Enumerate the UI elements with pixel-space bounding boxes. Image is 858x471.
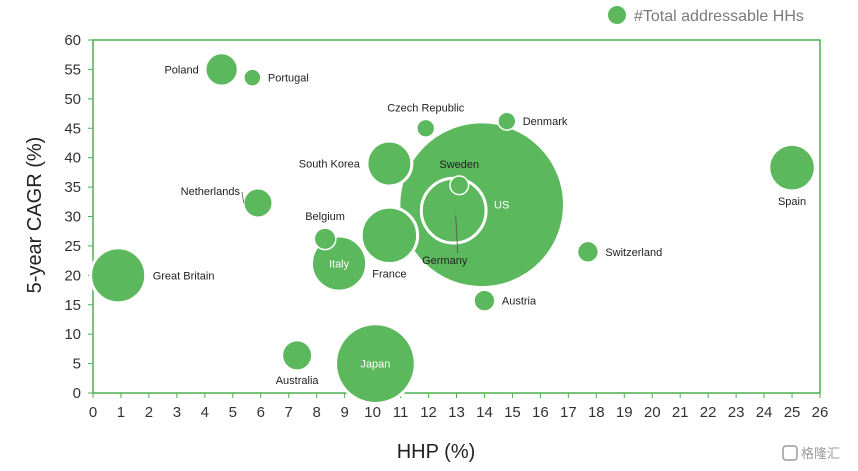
- x-tick-label: 23: [728, 404, 745, 421]
- y-tick-label: 55: [64, 61, 81, 78]
- y-tick-label: 5: [73, 356, 81, 373]
- x-tick-label: 7: [285, 404, 293, 421]
- point-label-switzerland: Switzerland: [605, 247, 662, 259]
- x-tick-label: 0: [89, 404, 97, 421]
- x-tick-label: 24: [756, 404, 773, 421]
- leader-line: [455, 215, 459, 254]
- bubble-spain: [767, 142, 817, 193]
- bubbles: [89, 52, 817, 405]
- y-axis-title: 5-year CAGR (%): [24, 137, 46, 294]
- bubble-belgium: [313, 227, 337, 251]
- x-tick-label: 16: [532, 404, 549, 421]
- point-label-austria: Austria: [502, 296, 537, 308]
- point-labels: Poland Portugal Czech Republic Denmark South…: [153, 64, 806, 387]
- bubble-australia: [281, 339, 313, 371]
- point-label-czech-republic: Czech Republic: [387, 102, 465, 114]
- y-tick-label: 60: [64, 32, 81, 49]
- y-tick-label: 35: [64, 179, 81, 196]
- axes: 0 1 2 3 4 5 6 7 8 9 10 11 12 13 14 15 16 17 18 19 20 21 22 23 24…: [64, 32, 828, 421]
- watermark-text: 格隆汇: [801, 446, 840, 461]
- x-tick-label: 1: [117, 404, 125, 421]
- point-label-spain: Spain: [778, 196, 806, 208]
- x-tick-label: 12: [420, 404, 437, 421]
- y-tick-label: 50: [64, 91, 81, 108]
- bubble-great-britain: [89, 246, 148, 305]
- bubble-denmark: [497, 111, 517, 131]
- x-tick-label: 2: [145, 404, 153, 421]
- x-tick-label: 22: [700, 404, 717, 421]
- watermark: 格隆汇: [782, 445, 840, 461]
- point-label-portugal: Portugal: [268, 73, 309, 85]
- x-tick-label: 5: [229, 404, 237, 421]
- y-tick-label: 25: [64, 238, 81, 255]
- bubble-portugal: [243, 68, 262, 87]
- bubble-japan: [334, 322, 417, 405]
- y-tick-label: 40: [64, 150, 81, 167]
- leader-line: [241, 191, 245, 204]
- x-tick-label: 17: [560, 404, 577, 421]
- y-tick-label: 30: [64, 209, 81, 226]
- x-tick-label: 8: [313, 404, 321, 421]
- bubble-netherlands: [242, 187, 273, 218]
- bubble-france: [359, 205, 420, 266]
- y-tick-label: 0: [73, 385, 81, 402]
- x-axis-title: HHP (%): [397, 441, 476, 463]
- point-label-italy: Italy: [329, 259, 350, 271]
- watermark-logo-icon: [782, 445, 798, 461]
- x-tick-label: 21: [672, 404, 689, 421]
- x-tick-label: 15: [504, 404, 521, 421]
- bubble-sweden: [449, 175, 470, 196]
- y-tick-label: 45: [64, 120, 81, 137]
- point-label-germany: Germany: [422, 255, 468, 267]
- bubble-switzerland: [576, 240, 600, 263]
- x-tick-label: 6: [257, 404, 265, 421]
- point-label-australia: Australia: [276, 375, 320, 387]
- x-tick-label: 11: [393, 404, 409, 421]
- point-label-us: US: [494, 200, 509, 212]
- x-tick-label: 18: [588, 404, 605, 421]
- x-tick-label: 19: [616, 404, 633, 421]
- point-label-poland: Poland: [164, 64, 198, 76]
- point-label-netherlands: Netherlands: [181, 186, 241, 198]
- y-tick-label: 15: [64, 297, 81, 314]
- legend-label: #Total addressable HHs: [634, 8, 804, 25]
- x-tick-label: 4: [201, 404, 209, 421]
- x-tick-label: 20: [644, 404, 661, 421]
- point-label-great-britain: Great Britain: [153, 270, 215, 282]
- y-tick-label: 10: [64, 326, 81, 343]
- point-label-sweden: Sweden: [439, 159, 479, 171]
- bubble-austria: [473, 289, 496, 312]
- bubble-poland: [204, 52, 239, 87]
- x-tick-label: 13: [448, 404, 465, 421]
- legend-marker: [608, 6, 626, 24]
- point-label-belgium: Belgium: [305, 211, 345, 223]
- point-label-japan: Japan: [360, 359, 390, 371]
- x-tick-label: 26: [812, 404, 829, 421]
- x-tick-label: 9: [340, 404, 348, 421]
- x-tick-label: 25: [784, 404, 801, 421]
- point-label-south-korea: South Korea: [299, 159, 361, 171]
- x-tick-label: 10: [364, 404, 381, 421]
- x-tick-label: 14: [476, 404, 493, 421]
- y-tick-label: 20: [64, 267, 81, 284]
- bubble-czech-republic: [416, 118, 436, 138]
- x-tick-label: 3: [173, 404, 181, 421]
- point-label-france: France: [372, 269, 406, 281]
- bubble-south-korea: [365, 139, 414, 188]
- legend: #Total addressable HHs: [608, 6, 804, 25]
- point-label-denmark: Denmark: [523, 116, 568, 128]
